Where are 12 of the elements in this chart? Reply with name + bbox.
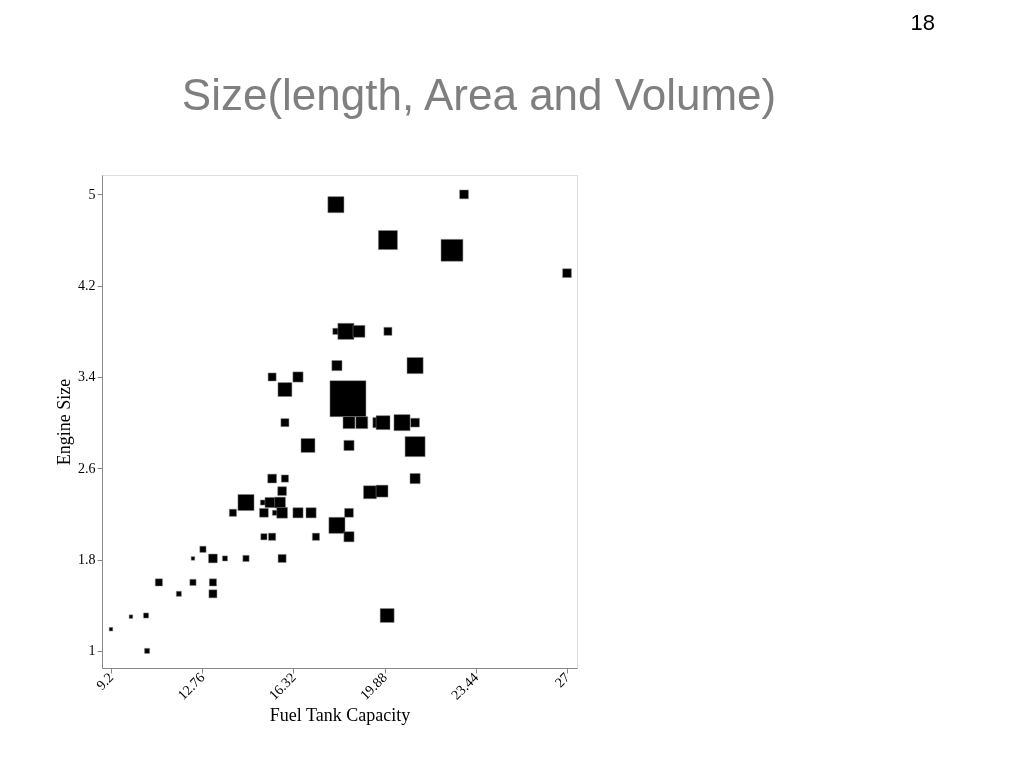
y-tick-label: 1.8 bbox=[78, 552, 96, 568]
x-tick-label: 27 bbox=[551, 669, 573, 691]
y-tick-label: 4.2 bbox=[78, 278, 96, 294]
x-tick-label: 9.2 bbox=[93, 669, 117, 693]
y-tick-label: 3.4 bbox=[78, 369, 96, 385]
chart-title: Size(length, Area and Volume) bbox=[181, 70, 777, 119]
y-tick-label: 1 bbox=[88, 643, 96, 659]
y-axis-title: Engine Size bbox=[54, 378, 74, 466]
y-tick-label: 2.6 bbox=[78, 460, 96, 476]
y-tick-label: 5 bbox=[88, 186, 96, 202]
x-axis-title: Fuel Tank Capacity bbox=[269, 704, 411, 725]
text: 18 bbox=[910, 10, 935, 35]
